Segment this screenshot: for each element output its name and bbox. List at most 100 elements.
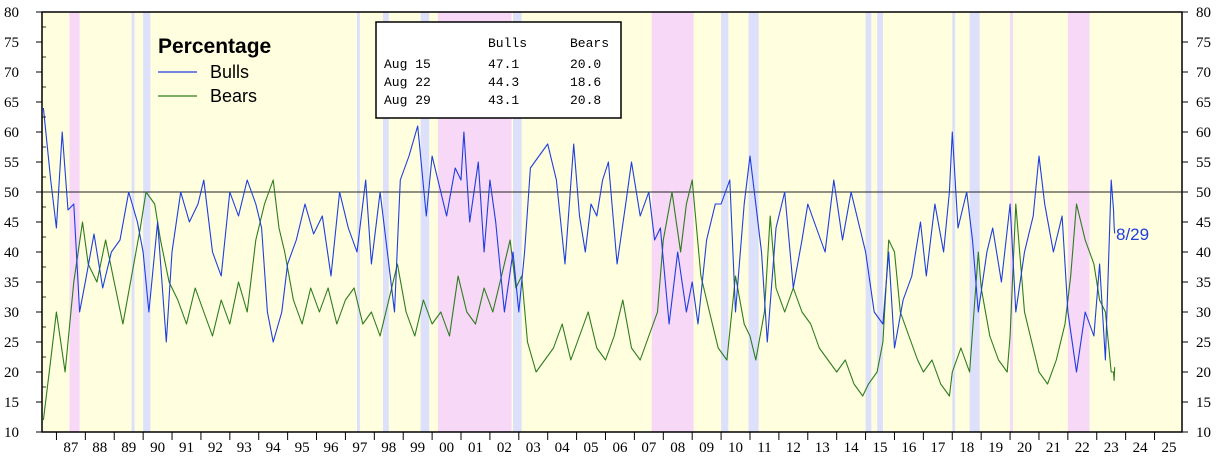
- shaded-period: [721, 12, 729, 432]
- y-tick-label-left: 40: [4, 245, 19, 261]
- table-header-bears: Bears: [570, 36, 609, 51]
- legend-label-bulls: Bulls: [210, 62, 249, 82]
- x-tick-label: 07: [641, 440, 657, 456]
- x-tick-label: 88: [92, 440, 107, 456]
- y-tick-label-right: 80: [1196, 5, 1211, 21]
- y-tick-label-left: 10: [4, 425, 19, 441]
- x-tick-label: 18: [959, 440, 974, 456]
- y-tick-label-left: 30: [4, 305, 19, 321]
- shaded-period: [865, 12, 872, 432]
- x-tick-label: 90: [150, 440, 165, 456]
- x-tick-label: 05: [584, 440, 599, 456]
- y-tick-label-right: 50: [1196, 185, 1211, 201]
- x-tick-label: 20: [1017, 440, 1032, 456]
- x-tick-label: 98: [381, 440, 396, 456]
- x-tick-label: 93: [237, 440, 252, 456]
- x-tick-label: 14: [844, 440, 860, 456]
- y-tick-label-right: 40: [1196, 245, 1211, 261]
- x-tick-label: 95: [295, 440, 310, 456]
- x-tick-label: 03: [526, 440, 541, 456]
- shaded-period: [382, 12, 389, 432]
- y-tick-label-right: 20: [1196, 365, 1211, 381]
- x-tick-label: 25: [1161, 440, 1176, 456]
- table-row-bears: 20.0: [570, 57, 601, 72]
- x-tick-label: 01: [468, 440, 483, 456]
- y-tick-label-right: 45: [1196, 215, 1211, 231]
- shaded-period: [420, 12, 430, 432]
- y-tick-label-left: 70: [4, 65, 19, 81]
- table-row-bears: 18.6: [570, 75, 601, 90]
- y-tick-label-right: 10: [1196, 425, 1211, 441]
- x-tick-label: 11: [757, 440, 771, 456]
- x-tick-label: 89: [121, 440, 136, 456]
- y-tick-label-right: 60: [1196, 125, 1211, 141]
- y-tick-label-left: 80: [4, 5, 19, 21]
- x-tick-label: 21: [1046, 440, 1061, 456]
- x-tick-label: 04: [555, 440, 571, 456]
- x-tick-label: 02: [497, 440, 512, 456]
- shaded-period: [952, 12, 956, 432]
- shaded-period: [1067, 12, 1090, 432]
- y-tick-label-right: 70: [1196, 65, 1211, 81]
- y-tick-label-left: 50: [4, 185, 19, 201]
- legend-title: Percentage: [158, 35, 271, 58]
- shaded-period: [651, 12, 694, 432]
- table-row-date: Aug 22: [384, 75, 431, 90]
- y-tick-label-left: 35: [4, 275, 19, 291]
- y-tick-label-left: 25: [4, 335, 19, 351]
- y-tick-label-left: 20: [4, 365, 19, 381]
- series-lines: [42, 107, 1116, 421]
- x-tick-label: 19: [988, 440, 1003, 456]
- x-tick-label: 91: [179, 440, 194, 456]
- table-row-bears: 20.8: [570, 93, 601, 108]
- x-tick-label: 99: [410, 440, 425, 456]
- x-tick-label: 10: [728, 440, 743, 456]
- y-tick-label-right: 55: [1196, 155, 1211, 171]
- series-line-bulls: [42, 107, 1116, 373]
- y-tick-label-left: 45: [4, 215, 19, 231]
- table-row-date: Aug 15: [384, 57, 431, 72]
- y-tick-label-right: 65: [1196, 95, 1211, 111]
- axes: 10 10 15 15 20 20 25 25 30 30 35 35 40 40 45 45 50 50 55 55…: [4, 5, 1211, 456]
- table-row-bulls: 44.3: [488, 75, 519, 90]
- shaded-period: [748, 12, 759, 432]
- x-tick-label: 23: [1104, 440, 1119, 456]
- last-value-label: 8/29: [1116, 225, 1149, 244]
- x-tick-label: 96: [323, 440, 339, 456]
- x-tick-label: 06: [612, 440, 628, 456]
- x-tick-label: 22: [1075, 440, 1090, 456]
- shaded-period: [877, 12, 883, 432]
- legend-label-bears: Bears: [210, 86, 257, 106]
- x-tick-label: 08: [670, 440, 685, 456]
- table-row-date: Aug 29: [384, 93, 431, 108]
- shaded-period: [143, 12, 151, 432]
- y-tick-label-left: 60: [4, 125, 19, 141]
- legend: Percentage Bulls Bears: [158, 35, 271, 106]
- shaded-period: [513, 12, 522, 432]
- y-tick-label-right: 75: [1196, 35, 1211, 51]
- y-tick-label-left: 55: [4, 155, 19, 171]
- y-tick-label-left: 65: [4, 95, 19, 111]
- x-tick-label: 94: [266, 440, 282, 456]
- shaded-period: [356, 12, 360, 432]
- y-tick-label-left: 75: [4, 35, 19, 51]
- x-tick-label: 16: [901, 440, 917, 456]
- x-tick-label: 13: [815, 440, 830, 456]
- x-tick-label: 17: [930, 440, 946, 456]
- x-tick-label: 00: [439, 440, 454, 456]
- x-tick-label: 09: [699, 440, 714, 456]
- y-tick-label-right: 30: [1196, 305, 1211, 321]
- values-table: Bulls Bears Aug 15 47.1 20.0 Aug 22 44.3…: [375, 21, 622, 119]
- x-tick-label: 87: [63, 440, 79, 456]
- shaded-period: [969, 12, 980, 432]
- series-line-bears: [42, 179, 1116, 421]
- y-tick-label-right: 25: [1196, 335, 1211, 351]
- table-header-bulls: Bulls: [488, 36, 527, 51]
- x-tick-label: 97: [352, 440, 368, 456]
- shaded-period: [131, 12, 135, 432]
- y-tick-label-right: 35: [1196, 275, 1211, 291]
- y-tick-label-right: 15: [1196, 395, 1211, 411]
- table-row-bulls: 43.1: [488, 93, 519, 108]
- y-tick-label-left: 15: [4, 395, 19, 411]
